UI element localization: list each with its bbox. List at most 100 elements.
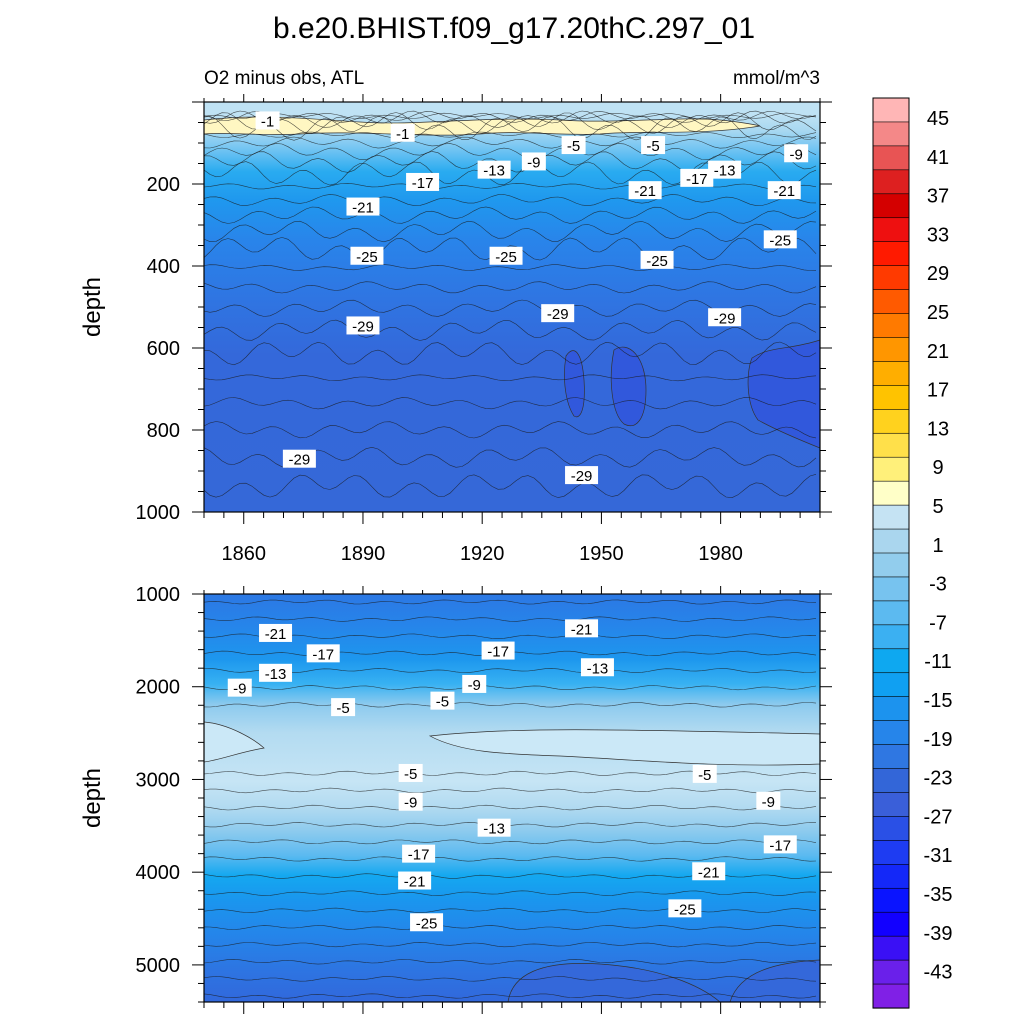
contour-label-box	[580, 658, 614, 677]
contour-line	[204, 374, 817, 382]
colorbar-segment	[872, 983, 910, 1009]
contour-label: -13	[708, 160, 742, 180]
contour-label: -25	[489, 246, 523, 266]
contour-label-text: -13	[587, 660, 609, 677]
contour-line	[204, 907, 817, 913]
contour-line	[204, 668, 817, 674]
contour-label: -1	[390, 123, 415, 143]
contour-label-box	[763, 835, 797, 854]
y-tick-label: 2000	[136, 677, 181, 699]
colorbar-label: 21	[927, 341, 949, 363]
contour-label: -13	[259, 663, 293, 683]
colorbar-label: -31	[924, 845, 953, 867]
contour-label-text: -21	[352, 200, 374, 217]
contour-line	[204, 599, 817, 605]
colorbar-segment	[872, 169, 910, 195]
top-ylabel: depth	[79, 277, 106, 337]
top-contour-labels: -1 -1 -5 -5 -9 -9 -13 -13 -17 -17 -21 -21 -21 -25 -25 -…	[255, 111, 809, 485]
contour-line	[204, 112, 817, 120]
contour-line	[204, 397, 817, 410]
contour-label: -25	[668, 899, 702, 918]
contour-line	[204, 182, 817, 190]
contour-label-box	[390, 123, 415, 142]
bottom-y-axis: 1000 2000 3000 4000 5000	[136, 584, 832, 1003]
x-tick-label: 1950	[579, 543, 624, 565]
contour-label-box	[398, 792, 423, 811]
colorbar-segment	[872, 744, 910, 770]
colorbar-label: 9	[932, 457, 943, 479]
colorbar-label: -7	[929, 612, 947, 634]
top-deep-patch-3	[747, 339, 820, 449]
colorbar-label: 37	[927, 186, 949, 208]
colorbar-segment	[872, 97, 910, 123]
colorbar-label: -39	[924, 923, 953, 945]
contour-label-text: -9	[527, 154, 540, 171]
colorbar-label: -11	[924, 651, 951, 673]
contour-line	[204, 143, 817, 161]
contour-label: -9	[756, 791, 781, 811]
colorbar-label: 41	[927, 147, 949, 169]
x-tick-label: 1890	[341, 543, 386, 565]
colorbar-label: -15	[924, 690, 953, 712]
contour-line	[204, 341, 817, 366]
bottom-contour-labels: -21 -21 -17 -17 -13 -13 -9 -9 -5 -5 -5 -5 -9 -9 -13 -17…	[227, 619, 797, 932]
colorbar-segment	[872, 600, 910, 626]
contour-label-text: -5	[646, 138, 659, 155]
colorbar-segment	[872, 887, 910, 913]
contour-label-text: -25	[674, 901, 696, 918]
colorbar-label: 29	[927, 263, 949, 285]
contour-line	[204, 206, 817, 224]
contour-line	[204, 890, 817, 896]
contour-label-text: -29	[571, 468, 593, 485]
contour-label-box	[477, 818, 511, 837]
contour-label: -9	[521, 152, 546, 171]
colorbar-segment	[872, 792, 910, 818]
contour-label-box	[430, 691, 455, 710]
y-tick-label: 3000	[136, 769, 181, 791]
contour-label-box	[641, 136, 666, 155]
bottom-ylabel: depth	[79, 768, 106, 828]
contour-label: -21	[398, 871, 432, 891]
colorbar-segment	[872, 624, 910, 650]
contour-label: -17	[306, 644, 340, 663]
contour-label-text: -21	[773, 183, 795, 200]
contour-label: -29	[282, 449, 316, 469]
contour-label-box	[756, 791, 781, 810]
contour-label-text: -9	[789, 146, 802, 163]
contour-label-text: -29	[289, 452, 311, 469]
colorbar-segment	[872, 672, 910, 698]
colorbar-segment	[872, 121, 910, 147]
contour-label: -1	[255, 111, 280, 130]
top-deep-patch-2	[564, 350, 585, 418]
y-tick-label: 200	[147, 174, 180, 196]
contour-label-text: -21	[265, 626, 287, 643]
colorbar-frame	[872, 97, 910, 1009]
contour-label-box	[398, 763, 423, 782]
contour-line	[204, 685, 817, 691]
colorbar-segment	[872, 648, 910, 674]
contour-label-box	[561, 136, 586, 155]
contour-label: -17	[481, 641, 515, 661]
top-deep-patch-1	[610, 346, 647, 426]
contour-line	[204, 993, 817, 999]
contour-label: -13	[477, 818, 511, 838]
contour-label-box	[784, 144, 809, 163]
contour-label-text: -21	[634, 183, 656, 200]
contour-label: -29	[541, 304, 575, 323]
contour-label: -9	[227, 678, 252, 698]
contour-label: -25	[640, 250, 674, 270]
contour-label-text: -9	[404, 795, 417, 812]
contour-label-box	[410, 913, 444, 932]
contour-line	[204, 804, 817, 811]
contour-line	[204, 959, 817, 965]
contour-label: -21	[692, 862, 726, 881]
contour-label-text: -17	[312, 646, 334, 663]
x-tick-label: 1920	[460, 543, 505, 565]
contour-label-text: -21	[571, 621, 593, 638]
contour-label-box	[406, 172, 440, 191]
top-y-axis: 200 400 600 800 1000	[136, 101, 832, 524]
contour-line	[204, 976, 817, 982]
contour-label-box	[521, 152, 546, 171]
x-tick-label: 1980	[698, 543, 743, 565]
